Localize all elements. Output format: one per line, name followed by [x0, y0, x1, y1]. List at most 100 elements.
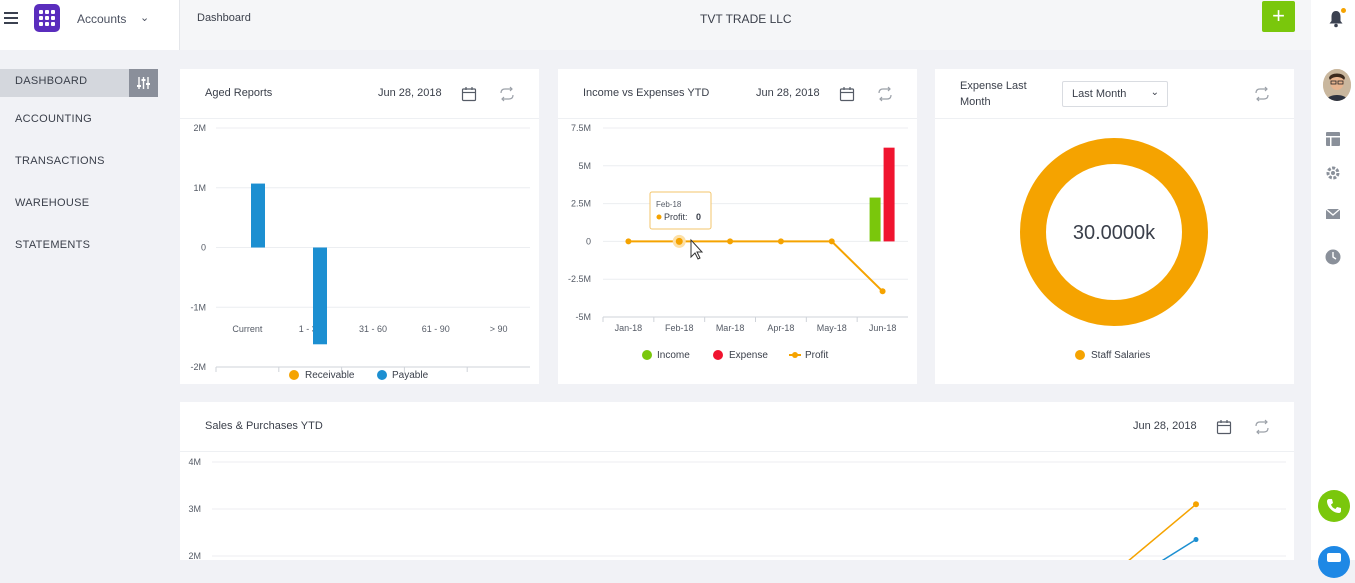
sidebar-settings-button[interactable] — [129, 69, 158, 97]
y-tick-label: 2.5M — [571, 199, 591, 209]
refresh-icon[interactable] — [1254, 86, 1270, 102]
top-bar — [0, 0, 1311, 50]
sidebar-item-statements[interactable]: STATEMENTS — [15, 239, 91, 251]
expense-donut-chart: 30.0000k Staff Salaries — [1020, 138, 1208, 361]
profit-point — [828, 238, 835, 245]
chevron-down-icon: ⌄ — [1150, 87, 1159, 98]
calendar-icon[interactable] — [461, 86, 477, 102]
legend-marker-staff-salaries — [1075, 350, 1085, 360]
bell-icon[interactable] — [1328, 10, 1344, 28]
profit-point — [727, 238, 734, 245]
gear-icon[interactable] — [1324, 164, 1342, 182]
y-tick-label: 4M — [188, 457, 201, 467]
calendar-icon[interactable] — [1216, 419, 1232, 435]
profit-point — [672, 234, 686, 248]
phone-button[interactable] — [1318, 490, 1350, 522]
clock-icon[interactable] — [1324, 248, 1342, 266]
sidebar-item-warehouse[interactable]: WAREHOUSE — [15, 197, 90, 209]
profit-point — [625, 238, 632, 245]
tooltip-label: Profit: — [664, 212, 688, 222]
phone-icon — [1327, 499, 1341, 513]
refresh-icon[interactable] — [499, 86, 515, 102]
profit-line — [628, 240, 884, 293]
sidebar-item-accounting[interactable]: ACCOUNTING — [15, 113, 92, 125]
income-expenses-card: Income vs Expenses YTD Jun 28, 2018 7.5M… — [558, 69, 917, 384]
sales-chart: 4M 3M 2M — [188, 457, 1286, 560]
bar-payable — [313, 247, 327, 345]
date-label[interactable]: Jun 28, 2018 — [1133, 420, 1197, 432]
legend-label-profit: Profit — [805, 350, 829, 361]
card-header: Expense Last Month Last Month ⌄ — [935, 69, 1294, 119]
sidebar-active-highlight — [0, 69, 130, 97]
series-line-expense — [1161, 538, 1197, 560]
card-title: Aged Reports — [205, 87, 273, 99]
sidebar-item-transactions[interactable]: TRANSACTIONS — [15, 155, 105, 167]
card-title: Expense Last Month — [960, 80, 1027, 108]
tooltip-box — [649, 191, 712, 230]
x-tick-label: May-18 — [817, 323, 847, 333]
aged-reports-card: Aged Reports Jun 28, 2018 2M 1M 0 -1M -2M Cur… — [180, 69, 539, 384]
add-button[interactable]: + — [1262, 1, 1295, 32]
sidebar: DASHBOARD ACCOUNTING TRANSACTIONS WAREHO… — [0, 50, 180, 560]
sales-purchases-card: Sales & Purchases YTD Jun 28, 2018 4M 3M 2… — [180, 402, 1294, 560]
aged-chart: 2M 1M 0 -1M -2M Current 1 - 30 31 - 60 61 - 90 > … — [191, 123, 530, 381]
series-point-expense — [1193, 537, 1199, 543]
donut-center-value: 30.0000k — [1073, 222, 1156, 244]
tooltip-marker — [656, 214, 662, 220]
card-header: Sales & Purchases YTD Jun 28, 2018 — [180, 402, 1294, 452]
profit-point — [777, 238, 784, 245]
bar-payable — [251, 183, 265, 248]
chevron-down-icon[interactable]: ⌄ — [140, 12, 150, 24]
mail-icon[interactable] — [1324, 205, 1342, 223]
mouse-cursor-icon — [690, 238, 704, 260]
x-tick-label: Feb-18 — [665, 323, 694, 333]
legend-label-payable: Payable — [392, 370, 429, 381]
bar-expense — [883, 147, 895, 242]
card-title: Sales & Purchases YTD — [205, 420, 323, 432]
x-tick-label: 61 - 90 — [422, 324, 450, 334]
avatar[interactable] — [1323, 69, 1351, 101]
app-switcher-area: Accounts ⌄ — [0, 0, 180, 50]
legend-label-expense: Expense — [729, 350, 768, 361]
card-header: Income vs Expenses YTD Jun 28, 2018 — [558, 69, 917, 119]
legend-marker-receivable — [289, 370, 299, 380]
bar-income — [869, 197, 881, 242]
company-name: TVT TRADE LLC — [700, 12, 792, 26]
card-title: Income vs Expenses YTD — [583, 87, 710, 99]
app-grid-icon[interactable] — [34, 4, 60, 32]
refresh-icon[interactable] — [877, 86, 893, 102]
period-dropdown[interactable]: Last Month ⌄ — [1062, 81, 1168, 107]
expense-last-month-card: Expense Last Month Last Month ⌄ 30.0000k S… — [935, 69, 1294, 384]
y-tick-label: 0 — [586, 236, 591, 246]
y-tick-label: 3M — [188, 504, 201, 514]
refresh-icon[interactable] — [1254, 419, 1270, 435]
sliders-icon — [137, 77, 150, 89]
app-name[interactable]: Accounts — [77, 12, 127, 26]
x-tick-label: 1 - 30 — [299, 324, 322, 334]
y-tick-label: -2.5M — [568, 274, 591, 284]
income-chart: 7.5M 5M 2.5M 0 -2.5M -5M Jan-18 Feb-18 Mar-18 Apr… — [568, 123, 908, 361]
x-tick-label: Mar-18 — [716, 323, 745, 333]
x-tick-label: > 90 — [490, 324, 508, 334]
chat-button[interactable] — [1318, 546, 1350, 578]
layout-icon[interactable] — [1324, 130, 1342, 148]
calendar-icon[interactable] — [839, 86, 855, 102]
tooltip-value: 0 — [696, 212, 701, 222]
sidebar-item-dashboard[interactable]: DASHBOARD — [15, 75, 88, 87]
legend-label-receivable: Receivable — [305, 370, 355, 381]
chat-icon — [1327, 553, 1341, 562]
series-point-income — [1193, 501, 1199, 508]
date-label[interactable]: Jun 28, 2018 — [378, 87, 442, 99]
menu-icon[interactable] — [4, 12, 18, 26]
legend-label-staff-salaries: Staff Salaries — [1091, 350, 1150, 361]
date-label[interactable]: Jun 28, 2018 — [756, 87, 820, 99]
x-tick-label: Jun-18 — [869, 323, 897, 333]
legend-marker-expense — [713, 350, 723, 360]
x-tick-label: Jan-18 — [615, 323, 643, 333]
breadcrumb[interactable]: Dashboard — [197, 12, 251, 24]
y-tick-label: 2M — [188, 551, 201, 560]
y-tick-label: -2M — [191, 362, 207, 372]
y-tick-label: -5M — [576, 312, 592, 322]
legend-marker-profit — [792, 352, 798, 358]
x-tick-label: Current — [232, 324, 263, 334]
